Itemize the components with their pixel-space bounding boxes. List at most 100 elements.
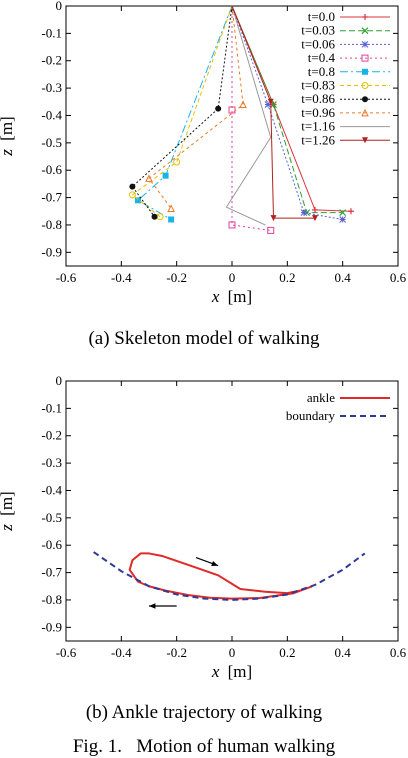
data-point [239, 100, 247, 109]
x-tick-label: 0 [229, 270, 236, 285]
legend-label: ankle [307, 390, 335, 405]
x-tick-label: 0.2 [279, 270, 295, 285]
x-tick-label: -0.6 [56, 270, 77, 285]
data-point [267, 98, 274, 105]
legend-label: t=0.96 [301, 105, 335, 120]
data-point [162, 172, 169, 179]
legend-marker [362, 96, 368, 103]
y-tick-label: -0.8 [41, 592, 62, 607]
legend-label: t=0.86 [301, 91, 335, 106]
data-point [173, 158, 181, 166]
data-point [228, 221, 236, 229]
y-tick-label: 0 [56, 0, 63, 13]
x-tick-label: 0.2 [279, 645, 295, 660]
x-axis-unit: [m] [228, 662, 253, 681]
legend-label: t=0.83 [301, 78, 335, 93]
data-point [168, 216, 175, 223]
x-axis-unit: [m] [228, 287, 253, 306]
x-tick-label: 0.4 [335, 270, 352, 285]
legend-label: t=1.16 [301, 119, 335, 134]
y-tick-label: -0.9 [41, 619, 62, 634]
y-tick-label: -0.6 [41, 537, 62, 552]
chart-ankle-trajectory: -0.6 -0.4 -0.2 0 0.2 0.4 0.6 0 -0.1 -0.2 -0.3 -0.4 -… [0, 373, 407, 723]
y-tick-label: -0.2 [41, 53, 62, 68]
x-axis-label: x [m] [211, 287, 252, 306]
legend-marker [361, 41, 369, 48]
data-point [270, 215, 277, 222]
legend-marker [362, 68, 368, 75]
y-axis-label: z [m] [0, 491, 16, 531]
data-point [312, 215, 318, 222]
legend-marker [361, 82, 369, 89]
chart-caption: (b) Ankle trajectory of walking [86, 702, 323, 723]
data-point [215, 105, 222, 112]
legend-label: t=0.0 [308, 9, 335, 24]
y-tick-label: 0 [56, 373, 63, 388]
data-point [129, 183, 136, 190]
series-line-t=1.16 [225, 5, 272, 226]
x-tick-label: 0.6 [390, 645, 407, 660]
series-line-t=0.0 [231, 5, 351, 212]
x-axis-label: x [m] [211, 662, 252, 681]
axis-ticks: -0.6 -0.4 -0.2 0 0.2 0.4 0.6 0 -0.1 -0.2 -0.3 -0.4 -… [41, 0, 406, 285]
data-point [128, 191, 136, 199]
data-point [167, 204, 175, 213]
series-line-boundary [93, 551, 366, 601]
series-line-t=0.86 [131, 5, 233, 218]
chart-caption: (a) Skeleton model of walking [88, 328, 320, 349]
x-tick-label: 0.6 [390, 270, 407, 285]
data-point [151, 213, 158, 220]
series-line-t=0.96 [148, 5, 244, 209]
y-tick-label: -0.3 [41, 455, 62, 470]
legend-label: t=0.06 [301, 36, 335, 51]
legend-marker [361, 27, 369, 35]
series-line-t=0.83 [131, 5, 233, 218]
y-axis-unit: [m] [0, 491, 16, 516]
x-axis-var: x [211, 287, 220, 306]
series-line-t=0.8 [137, 5, 233, 220]
series-layer [93, 551, 366, 609]
y-tick-label: -0.7 [41, 190, 62, 205]
y-axis-label: z [m] [0, 116, 16, 156]
chart-skeleton: -0.6 -0.4 -0.2 0 0.2 0.4 0.6 0 -0.1 -0.2 -0.3 -0.4 -… [0, 0, 407, 349]
plot-frame [65, 380, 399, 642]
data-point [145, 174, 153, 182]
legend: t=0.0t=0.03t=0.06t=0.4t=0.8t=0.83t=0.86t… [301, 9, 390, 147]
series-line-t=1.26 [231, 5, 315, 219]
y-tick-label: -0.4 [41, 482, 62, 497]
y-axis-var: z [0, 524, 16, 532]
legend-label: t=1.26 [301, 132, 335, 147]
legend-marker [361, 108, 369, 117]
data-point [339, 216, 347, 223]
x-tick-label: 0.4 [335, 645, 352, 660]
y-tick-label: -0.9 [41, 244, 62, 259]
y-tick-label: -0.8 [41, 217, 62, 232]
y-tick-label: -0.3 [41, 80, 62, 95]
data-point [312, 206, 318, 213]
x-tick-label: -0.2 [166, 645, 187, 660]
series-line-t=0.03 [231, 5, 343, 214]
data-point [347, 208, 354, 215]
data-point [264, 101, 272, 108]
y-axis-unit: [m] [0, 116, 16, 141]
x-axis-var: x [211, 662, 220, 681]
arrow-head [211, 560, 219, 567]
figure-caption: Fig. 1. Motion of human walking [73, 736, 336, 757]
arrow-head [149, 603, 156, 609]
data-point [339, 209, 347, 217]
axis-ticks: -0.6 -0.4 -0.2 0 0.2 0.4 0.6 0 -0.1 -0.2 -0.3 -0.4 -… [41, 373, 406, 660]
data-point [300, 209, 308, 216]
y-tick-label: -0.1 [41, 400, 62, 415]
data-point [267, 226, 275, 234]
legend-label: t=0.4 [308, 50, 336, 65]
legend: ankle boundary [286, 390, 390, 423]
y-tick-label: -0.5 [41, 510, 62, 525]
y-tick-label: -0.1 [41, 25, 62, 40]
y-axis-var: z [0, 149, 16, 157]
x-tick-label: -0.4 [111, 270, 132, 285]
legend-marker [361, 54, 369, 62]
data-point [228, 106, 236, 114]
x-tick-label: -0.4 [111, 645, 132, 660]
series-line-ankle [128, 552, 313, 600]
y-tick-label: -0.4 [41, 107, 62, 122]
